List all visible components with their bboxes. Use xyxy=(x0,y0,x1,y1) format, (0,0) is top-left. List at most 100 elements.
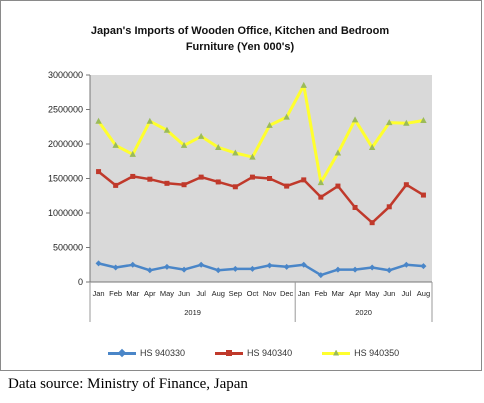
x-axis: Jan Feb Mar Apr May Jun Jul Aug Sep Oct Nov Dec Jan F… xyxy=(89,281,433,322)
data-source-caption: Data source: Ministry of Finance, Japan xyxy=(8,376,248,392)
y-tick-label: 500000 xyxy=(53,243,83,253)
y-tick-label: 2000000 xyxy=(48,139,83,149)
data-point xyxy=(386,267,393,274)
data-point xyxy=(317,272,324,279)
data-point xyxy=(300,261,307,268)
data-point xyxy=(266,262,273,269)
legend: HS 940330 HS 940340 HS 940350 xyxy=(108,348,399,358)
legend-swatch-icon xyxy=(322,351,351,355)
x-group-label: 2019 xyxy=(184,308,201,317)
data-point xyxy=(112,141,119,148)
x-tick-label: Apr xyxy=(349,289,361,298)
x-tick-label: May xyxy=(365,289,379,298)
data-point xyxy=(96,169,102,175)
data-point xyxy=(181,182,187,188)
data-point xyxy=(129,150,136,157)
data-point xyxy=(351,116,359,123)
data-point xyxy=(334,149,342,156)
x-tick-label: Dec xyxy=(280,289,294,298)
data-point xyxy=(267,176,273,181)
data-point xyxy=(146,117,154,124)
data-point xyxy=(300,81,307,88)
series-hs-940330 xyxy=(95,260,427,279)
data-point xyxy=(420,117,427,124)
data-point xyxy=(232,149,239,156)
x-tick-label: Jun xyxy=(383,289,395,298)
x-tick-label: Nov xyxy=(263,289,277,298)
data-point xyxy=(283,113,290,120)
data-point xyxy=(198,261,205,268)
chart-subtitle: Furniture (Yen 000's) xyxy=(186,41,295,53)
x-tick-label: Jul xyxy=(196,289,206,298)
data-point xyxy=(147,176,153,182)
data-point xyxy=(403,182,409,188)
data-point xyxy=(163,126,171,133)
x-tick-label: Oct xyxy=(247,289,260,298)
data-point xyxy=(266,121,273,128)
data-point xyxy=(334,266,341,273)
data-point xyxy=(113,182,119,188)
data-point xyxy=(232,265,239,272)
data-point xyxy=(129,261,136,268)
data-point xyxy=(403,261,410,268)
data-point xyxy=(352,266,359,273)
data-point xyxy=(317,179,325,186)
x-tick-label: Feb xyxy=(109,289,122,298)
data-point xyxy=(215,267,222,274)
x-tick-label: Jan xyxy=(298,289,310,298)
data-point xyxy=(146,267,153,274)
data-point xyxy=(420,192,426,198)
y-tick-label: 0 xyxy=(78,277,83,287)
data-point xyxy=(95,117,102,124)
data-point xyxy=(249,174,255,180)
legend-label: HS 940340 xyxy=(247,348,293,358)
x-tick-label: Aug xyxy=(417,289,430,298)
x-tick-label: Jul xyxy=(402,289,412,298)
data-point xyxy=(215,179,221,185)
data-point xyxy=(283,263,290,270)
data-point xyxy=(403,119,410,126)
data-point xyxy=(369,220,375,226)
data-point xyxy=(130,173,136,179)
chart-title: Japan's Imports of Wooden Office, Kitche… xyxy=(91,25,389,37)
data-point xyxy=(420,263,427,270)
legend-swatch-icon xyxy=(108,351,136,355)
data-point xyxy=(95,260,102,267)
x-tick-label: Feb xyxy=(314,289,327,298)
x-tick-label: Apr xyxy=(144,289,156,298)
series-layer xyxy=(95,81,427,279)
legend-label: HS 940350 xyxy=(354,348,400,358)
series-hs-940340 xyxy=(96,169,426,226)
y-tick-label: 2500000 xyxy=(48,105,83,115)
data-point xyxy=(164,180,170,186)
series-line xyxy=(97,83,424,185)
series-hs-940350 xyxy=(95,81,427,186)
x-tick-label: Mar xyxy=(126,289,139,298)
data-point xyxy=(215,143,222,150)
data-point xyxy=(181,266,188,273)
x-group-label: 2020 xyxy=(355,308,372,317)
data-point xyxy=(232,184,238,190)
data-point xyxy=(352,204,358,210)
data-point xyxy=(368,143,376,150)
x-tick-label: Mar xyxy=(331,289,344,298)
series-line xyxy=(97,170,425,224)
legend-item-hs940350: HS 940350 xyxy=(322,348,399,358)
data-point xyxy=(180,141,188,148)
x-tick-label: Jan xyxy=(93,289,105,298)
x-tick-label: Sep xyxy=(229,289,242,298)
data-point xyxy=(318,194,324,200)
data-point xyxy=(249,265,256,272)
line-chart: Japan's Imports of Wooden Office, Kitche… xyxy=(48,25,433,322)
x-tick-label: Aug xyxy=(212,289,225,298)
legend-item-hs940330: HS 940330 xyxy=(108,348,185,358)
legend-item-hs940340: HS 940340 xyxy=(215,348,292,358)
legend-swatch-icon xyxy=(215,349,244,356)
x-tick-label: May xyxy=(160,289,174,298)
data-point xyxy=(112,264,119,271)
data-point xyxy=(386,204,392,210)
data-point xyxy=(284,183,290,189)
x-tick-label: Jun xyxy=(178,289,190,298)
data-point xyxy=(369,264,376,271)
data-point xyxy=(198,174,204,180)
